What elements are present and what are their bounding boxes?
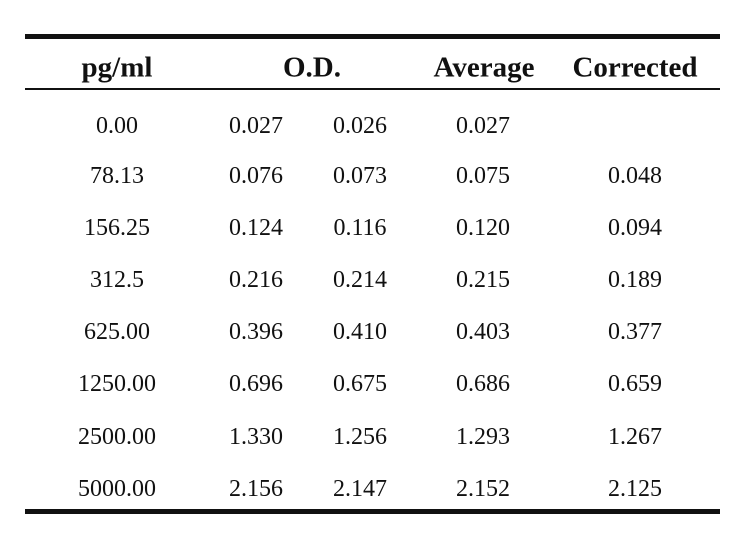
cell-pgml: 1250.00: [78, 371, 156, 397]
cell-pgml: 156.25: [84, 215, 150, 241]
cell-od1: 0.216: [229, 267, 283, 293]
cell-average: 0.120: [456, 215, 510, 241]
header-concentration: pg/ml: [81, 51, 153, 84]
cell-pgml: 312.5: [90, 267, 144, 293]
cell-pgml: 5000.00: [78, 476, 156, 502]
cell-corrected: 0.659: [608, 371, 662, 397]
cell-average: 0.215: [456, 267, 510, 293]
cell-od1: 0.027: [229, 113, 283, 139]
cell-od1: 0.396: [229, 319, 283, 345]
cell-corrected: 0.048: [608, 163, 662, 189]
cell-od1: 0.124: [229, 215, 283, 241]
cell-average: 0.403: [456, 319, 510, 345]
header-corrected: Corrected: [572, 51, 698, 84]
cell-od1: 0.076: [229, 163, 283, 189]
cell-pgml: 78.13: [90, 163, 144, 189]
cell-pgml: 625.00: [84, 319, 150, 345]
cell-average: 0.686: [456, 371, 510, 397]
cell-od2: 0.410: [333, 319, 387, 345]
cell-corrected: 0.377: [608, 319, 662, 345]
cell-corrected: 0.189: [608, 267, 662, 293]
cell-average: 0.027: [456, 113, 510, 139]
header-rule: [25, 88, 720, 90]
cell-corrected: 0.094: [608, 215, 662, 241]
header-od: O.D.: [283, 51, 341, 84]
table-bottom-rule: [25, 509, 720, 514]
cell-od1: 1.330: [229, 424, 283, 450]
cell-corrected: 2.125: [608, 476, 662, 502]
cell-od2: 0.675: [333, 371, 387, 397]
cell-pgml: 2500.00: [78, 424, 156, 450]
cell-od2: 1.256: [333, 424, 387, 450]
cell-od2: 0.026: [333, 113, 387, 139]
cell-od1: 2.156: [229, 476, 283, 502]
cell-od1: 0.696: [229, 371, 283, 397]
cell-od2: 2.147: [333, 476, 387, 502]
cell-average: 0.075: [456, 163, 510, 189]
table-top-rule: [25, 34, 720, 39]
header-average: Average: [433, 51, 535, 84]
cell-average: 1.293: [456, 424, 510, 450]
cell-average: 2.152: [456, 476, 510, 502]
cell-od2: 0.073: [333, 163, 387, 189]
cell-od2: 0.116: [333, 215, 387, 241]
cell-od2: 0.214: [333, 267, 387, 293]
cell-corrected: 1.267: [608, 424, 662, 450]
cell-pgml: 0.00: [96, 113, 138, 139]
